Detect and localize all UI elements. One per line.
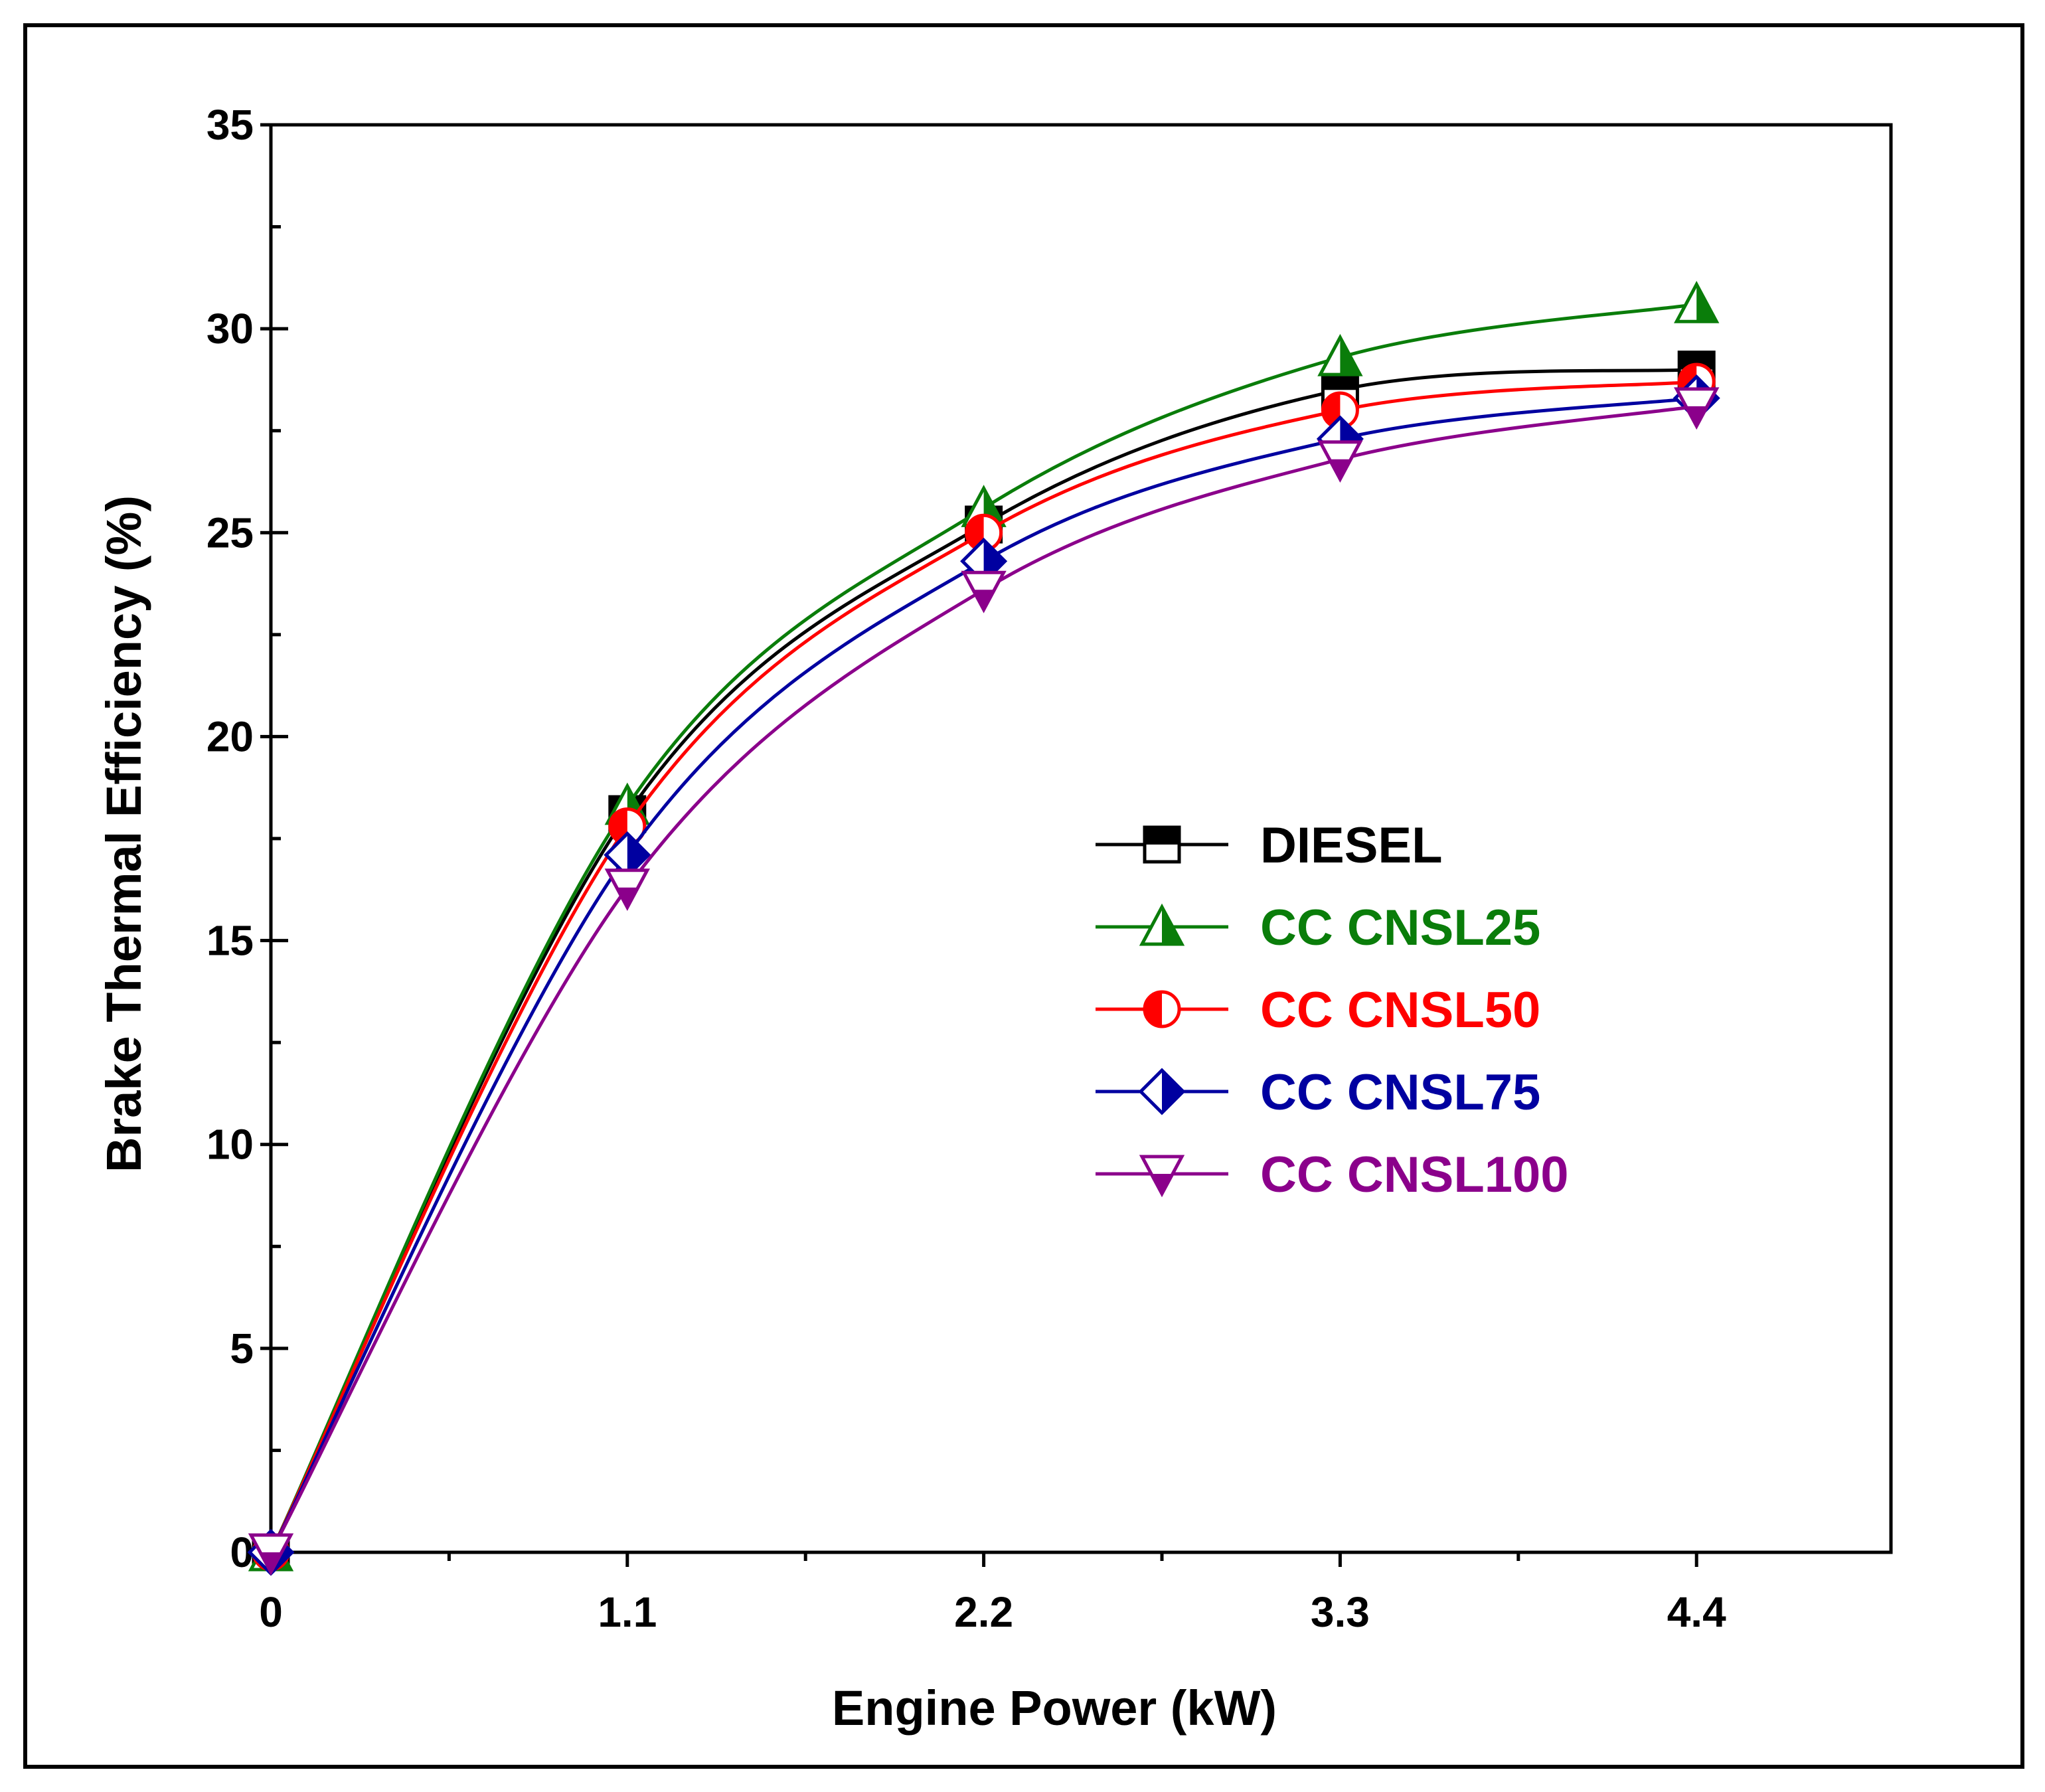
legend-label: CC CNSL50 — [1260, 982, 1540, 1038]
x-tick-label: 3.3 — [1311, 1588, 1370, 1636]
legend-item: CC CNSL25 — [1096, 900, 1540, 956]
marker-fill — [1323, 393, 1341, 428]
legend-marker — [1143, 825, 1181, 864]
legend-marker — [1139, 903, 1185, 946]
data-point — [1317, 440, 1363, 483]
marker-fill — [627, 833, 649, 876]
legend-label: CC CNSL75 — [1260, 1064, 1540, 1121]
legend-marker — [1139, 1155, 1185, 1198]
legend-marker — [1138, 1068, 1186, 1115]
y-tick-label: 15 — [206, 917, 254, 965]
y-tick-label: 30 — [206, 305, 254, 353]
x-tick-label: 4.4 — [1667, 1588, 1726, 1636]
marker-fill — [610, 809, 627, 844]
data-point — [248, 1533, 294, 1576]
marker-fill — [1152, 1174, 1172, 1194]
legend-item: CC CNSL75 — [1096, 1064, 1540, 1121]
legend-label: CC CNSL100 — [1260, 1147, 1569, 1203]
marker-fill — [1145, 827, 1179, 845]
marker-fill — [1696, 284, 1717, 322]
marker-fill — [261, 1552, 281, 1572]
marker-fill — [1162, 1070, 1183, 1113]
legend-item: CC CNSL50 — [1096, 982, 1540, 1038]
marker-fill — [617, 887, 637, 908]
series-line — [269, 380, 1697, 1554]
marker-fill — [1686, 406, 1707, 426]
y-tick-label: 20 — [206, 712, 254, 760]
legend-label: CC CNSL25 — [1260, 900, 1540, 956]
y-axis-title: Brake Thermal Efficiency (%) — [96, 495, 151, 1173]
marker-fill — [973, 590, 994, 610]
marker-fill — [1162, 907, 1182, 944]
data-point — [608, 807, 647, 846]
data-point — [604, 868, 650, 912]
series-cc-cnsl100 — [248, 387, 1720, 1576]
x-axis-title: Engine Power (kW) — [832, 1680, 1277, 1736]
legend-marker — [1143, 990, 1181, 1028]
data-point — [961, 570, 1007, 613]
marker-fill — [1145, 992, 1162, 1026]
x-tick-label: 1.1 — [598, 1588, 657, 1636]
outer-frame — [23, 23, 2024, 1769]
data-point — [1317, 333, 1363, 376]
legend-label: DIESEL — [1260, 817, 1443, 874]
data-point — [1674, 280, 1720, 323]
marker-fill — [1340, 337, 1360, 375]
series-line — [269, 396, 1697, 1554]
legend: DIESEL CC CNSL25 CC CNSL50 CC CNSL75 CC CNSL… — [1096, 817, 1569, 1203]
legend-item: DIESEL — [1096, 817, 1443, 874]
series-line — [269, 302, 1697, 1554]
legend-item: CC CNSL100 — [1096, 1147, 1569, 1203]
y-tick-label: 5 — [230, 1325, 254, 1372]
marker-fill — [1330, 459, 1350, 479]
y-tick-label: 10 — [206, 1121, 254, 1169]
y-tick-label: 35 — [206, 101, 254, 149]
x-tick-label: 0 — [259, 1588, 283, 1636]
series-line — [269, 404, 1697, 1554]
data-point — [1674, 387, 1720, 430]
marker-fill — [966, 515, 984, 550]
x-tick-label: 2.2 — [954, 1588, 1013, 1636]
y-tick-label: 25 — [206, 509, 254, 556]
